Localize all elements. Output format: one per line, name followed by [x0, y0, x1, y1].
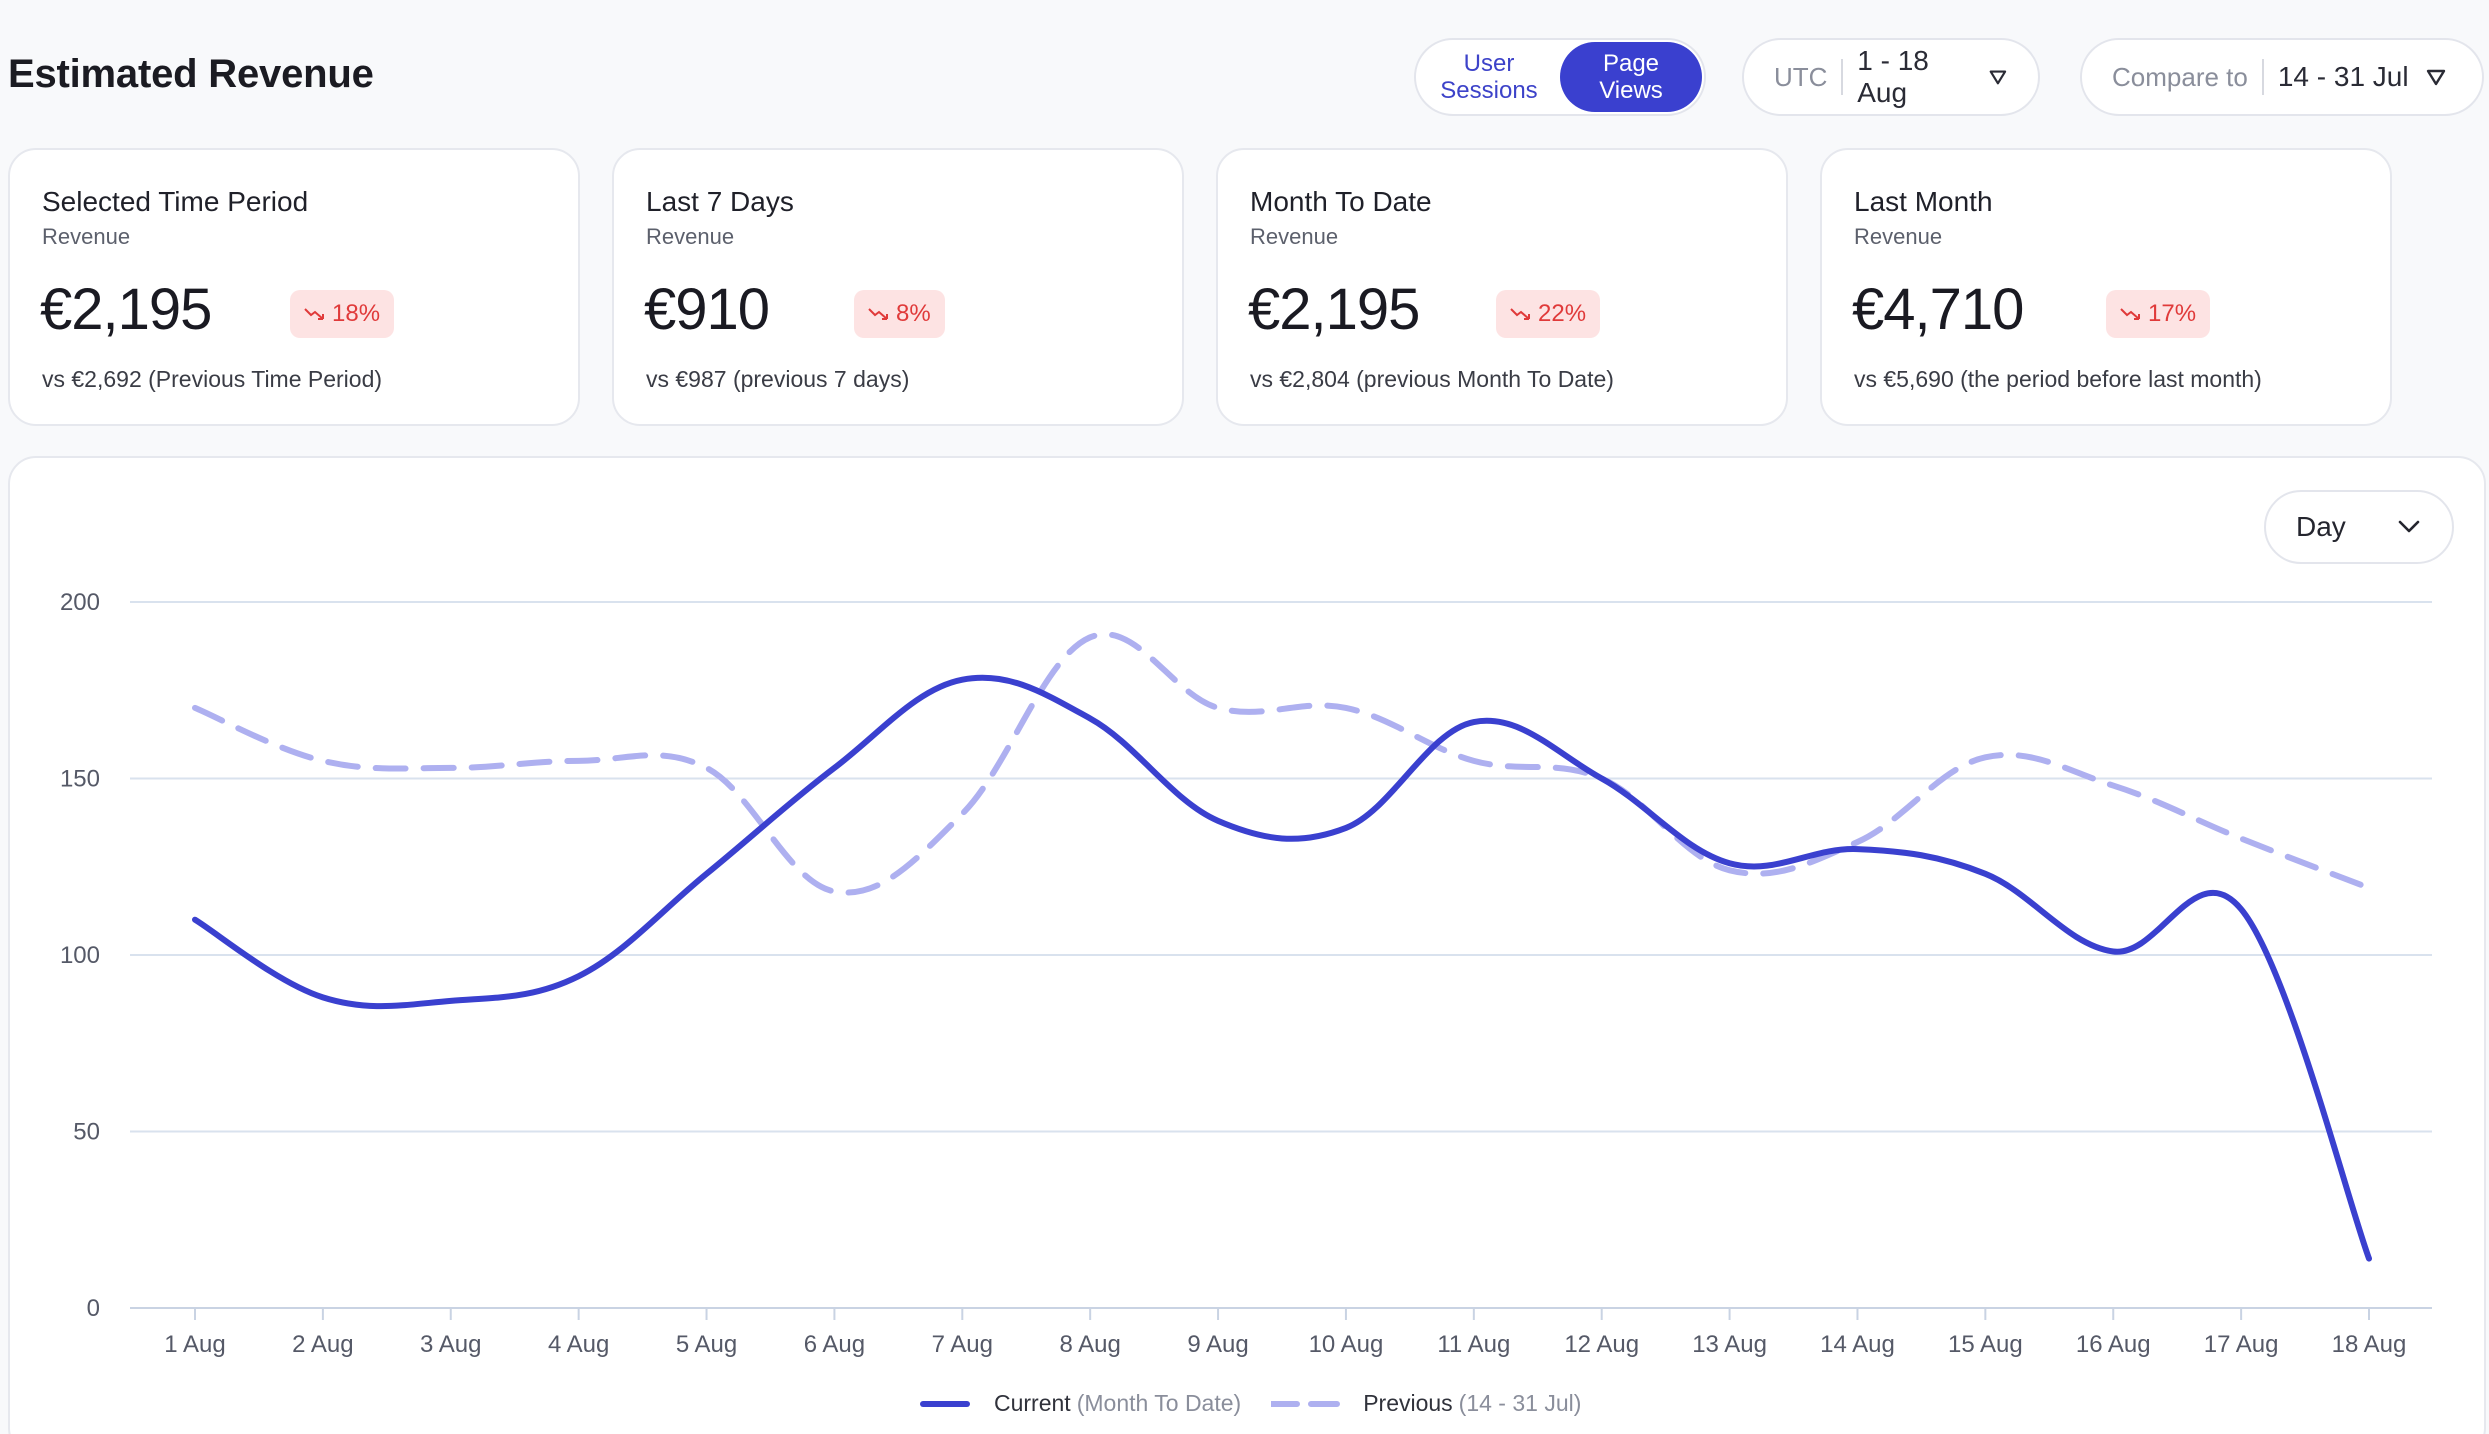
card-comparison: vs €2,692 (Previous Time Period) — [42, 366, 383, 392]
change-badge: 17% — [2106, 290, 2211, 338]
change-badge: 8% — [854, 290, 945, 338]
legend-current-note: (Month To Date) — [1076, 1390, 1242, 1416]
compare-range-value: 14 - 31 Jul — [2277, 61, 2409, 92]
page-title: Estimated Revenue — [8, 52, 374, 96]
card-title: Selected Time Period — [42, 186, 309, 217]
granularity-select[interactable]: Day — [2264, 490, 2454, 564]
revenue-chart-panel — [8, 456, 2486, 1434]
legend-previous-label: Previous — [1363, 1390, 1453, 1416]
caret-down-icon — [2426, 69, 2445, 86]
card-subtitle: Revenue — [1854, 224, 1943, 249]
legend-swatch-previous — [1271, 1400, 1342, 1407]
card-title: Month To Date — [1250, 186, 1432, 217]
kpi-card-last-month: Last Month Revenue €4,710 17% vs €5,690 … — [1820, 148, 2392, 426]
card-value: €910 — [644, 277, 770, 342]
card-title: Last 7 Days — [646, 186, 794, 217]
kpi-card-month-to-date: Month To Date Revenue €2,195 22% vs €2,8… — [1216, 148, 1788, 426]
date-range-picker[interactable]: UTC 1 - 18 Aug — [1742, 38, 2040, 116]
divider — [1841, 59, 1844, 95]
divider — [2261, 59, 2264, 95]
change-value: 17% — [2148, 300, 2197, 327]
card-comparison: vs €987 (previous 7 days) — [646, 366, 910, 392]
legend-swatch-current — [920, 1400, 970, 1407]
timezone-label: UTC — [1774, 61, 1828, 92]
trend-down-icon — [2120, 308, 2140, 320]
change-badge: 22% — [1496, 290, 1601, 338]
card-subtitle: Revenue — [646, 224, 735, 249]
change-value: 18% — [332, 300, 381, 327]
change-value: 22% — [1538, 300, 1587, 327]
chart-legend: Current (Month To Date) Previous (14 - 3… — [920, 1390, 1581, 1417]
card-subtitle: Revenue — [1250, 224, 1339, 249]
metric-toggle: User Sessions Page Views — [1414, 38, 1706, 116]
compare-label: Compare to — [2112, 61, 2248, 92]
user-sessions-toggle[interactable]: User Sessions — [1440, 50, 1538, 104]
card-comparison: vs €5,690 (the period before last month) — [1854, 366, 2262, 392]
legend-previous-note: (14 - 31 Jul) — [1458, 1390, 1582, 1416]
card-value: €2,195 — [40, 277, 212, 342]
trend-down-icon — [1510, 308, 1530, 320]
card-comparison: vs €2,804 (previous Month To Date) — [1250, 366, 1614, 392]
granularity-value: Day — [2296, 511, 2346, 542]
date-range-value: 1 - 18 Aug — [1857, 45, 1929, 108]
legend-current-label: Current — [994, 1390, 1071, 1416]
compare-picker[interactable]: Compare to 14 - 31 Jul — [2080, 38, 2484, 116]
caret-down-icon — [1989, 70, 2007, 85]
card-subtitle: Revenue — [42, 224, 131, 249]
card-value: €4,710 — [1852, 277, 2024, 342]
chevron-down-icon — [2398, 520, 2420, 533]
card-value: €2,195 — [1248, 277, 1420, 342]
change-badge: 18% — [290, 290, 395, 338]
trend-down-icon — [868, 308, 888, 320]
card-title: Last Month — [1854, 186, 1993, 217]
page-views-toggle[interactable]: Page Views — [1560, 42, 1702, 112]
change-value: 8% — [896, 300, 931, 327]
kpi-card-last-7-days: Last 7 Days Revenue €910 8% vs €987 (pre… — [612, 148, 1184, 426]
trend-down-icon — [304, 308, 324, 320]
kpi-card-selected-period: Selected Time Period Revenue €2,195 18% … — [8, 148, 580, 426]
